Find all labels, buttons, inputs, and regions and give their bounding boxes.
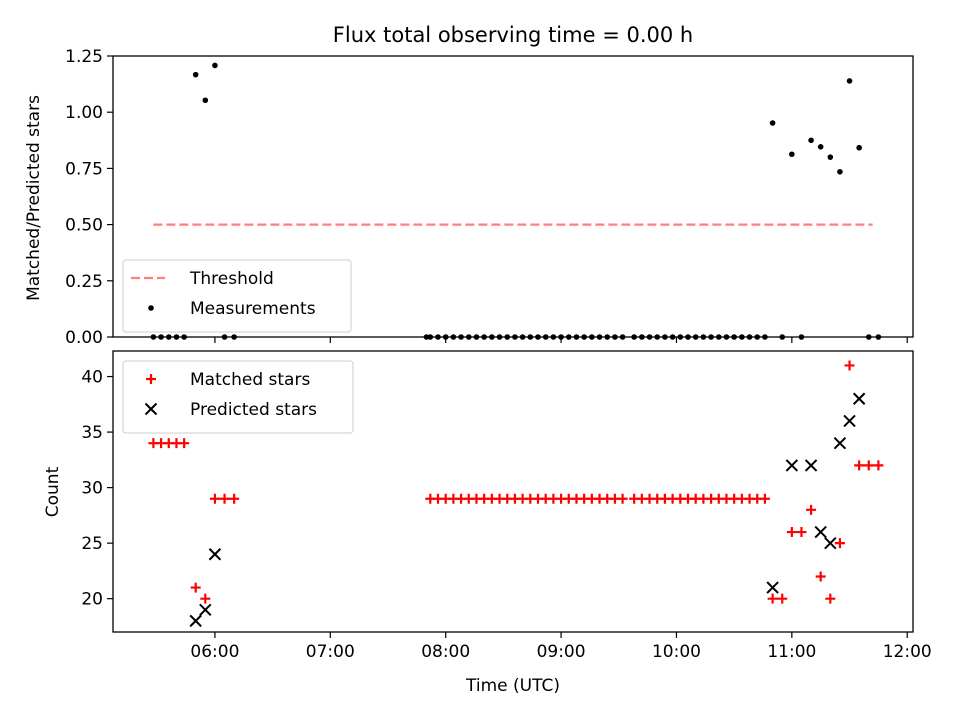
legend-label: Measurements [190, 299, 316, 319]
matched-star-point [777, 593, 788, 604]
legend-box [122, 259, 352, 333]
matched-star-point [815, 571, 826, 582]
matched-star-point [873, 460, 884, 471]
matched-star-point [229, 493, 240, 504]
predicted-star-point [189, 614, 202, 628]
count-panel: 20 25 30 35 40 06:00 07:00 08:00 09:00 10:00 11:00… [81, 350, 932, 662]
measurement-point [202, 97, 209, 104]
y-tick-label: 0.00 [65, 328, 103, 348]
x-tick-label: 06:00 [190, 642, 239, 662]
measurement-point [769, 120, 776, 126]
legend-label: Threshold [189, 269, 274, 289]
matched-star-point [863, 460, 874, 471]
legend-measurement-swatch [148, 305, 154, 311]
top-legend: Threshold Measurements [122, 259, 352, 333]
legend-label: Matched stars [190, 370, 310, 390]
matched-star-point [844, 360, 855, 371]
matched-star-point [759, 493, 770, 504]
matched-star-point [219, 493, 230, 504]
matched-star-point [806, 504, 817, 515]
predicted-star-point [785, 459, 799, 472]
measurement-point [837, 168, 843, 175]
measurement-point [192, 71, 199, 78]
ratio-panel: 0.00 0.25 0.50 0.75 1.00 1.25 Threshold Measure… [65, 47, 914, 348]
matched-star-point [796, 527, 807, 538]
matched-star-point [209, 493, 220, 504]
x-tick-label: 12:00 [883, 642, 932, 662]
matched-star-point [190, 582, 201, 593]
predicted-star-point [843, 414, 856, 428]
matched-star-point [617, 493, 628, 504]
y-tick-label: 20 [81, 590, 103, 610]
predicted-star-point [766, 581, 779, 594]
measurement-point [817, 144, 824, 150]
y-tick-label: 0.75 [65, 159, 103, 179]
x-axis-label: Time (UTC) [465, 676, 560, 696]
y-tick-label: 30 [81, 479, 103, 499]
bottom-series-0 [148, 360, 884, 604]
matched-star-point [834, 538, 845, 549]
x-tick-label: 11:00 [767, 642, 816, 662]
measurement-point [827, 154, 834, 160]
predicted-star-point [199, 603, 212, 616]
matched-star-point [179, 438, 190, 449]
top-axes-frame [112, 55, 914, 338]
legend-box [122, 360, 354, 434]
x-tick-label: 07:00 [306, 642, 355, 662]
measurement-point [789, 151, 795, 158]
predicted-star-point [814, 525, 827, 539]
legend-predicted-swatch [144, 402, 158, 416]
x-tick-label: 10:00 [652, 642, 701, 662]
legend-matched-swatch [146, 374, 156, 384]
chart-title: Flux total observing time = 0.00 h [333, 23, 693, 47]
x-tick-label: 09:00 [537, 642, 586, 662]
y-tick-label: 0.25 [65, 272, 103, 292]
predicted-star-point [852, 392, 866, 405]
y-tick-label: 40 [81, 368, 103, 388]
measurement-point [212, 62, 218, 69]
measurement-point [856, 144, 862, 151]
predicted-star-point [804, 459, 818, 472]
top-y-axis-label: Matched/Predicted stars [24, 95, 44, 301]
predicted-star-point [824, 536, 837, 550]
matched-star-point [200, 593, 211, 604]
matched-star-point [825, 593, 836, 604]
x-tick-label: 08:00 [421, 642, 470, 662]
bottom-legend: Matched stars Predicted stars [122, 360, 354, 434]
y-tick-label: 1.25 [65, 47, 103, 67]
y-tick-label: 25 [81, 534, 103, 554]
y-tick-label: 1.00 [65, 103, 103, 123]
y-tick-label: 0.50 [65, 216, 103, 236]
predicted-star-point [833, 436, 847, 450]
matched-star-point [767, 593, 778, 604]
matched-star-point [854, 460, 865, 471]
bottom-series-1 [189, 392, 866, 628]
matched-star-point [786, 527, 797, 538]
bottom-y-axis-label: Count [43, 466, 63, 517]
predicted-star-point [208, 548, 222, 561]
bottom-axes-frame [112, 350, 914, 633]
legend-label: Predicted stars [190, 400, 317, 420]
measurement-point [846, 78, 853, 84]
measurement-point [808, 137, 814, 144]
y-tick-label: 35 [81, 423, 103, 443]
